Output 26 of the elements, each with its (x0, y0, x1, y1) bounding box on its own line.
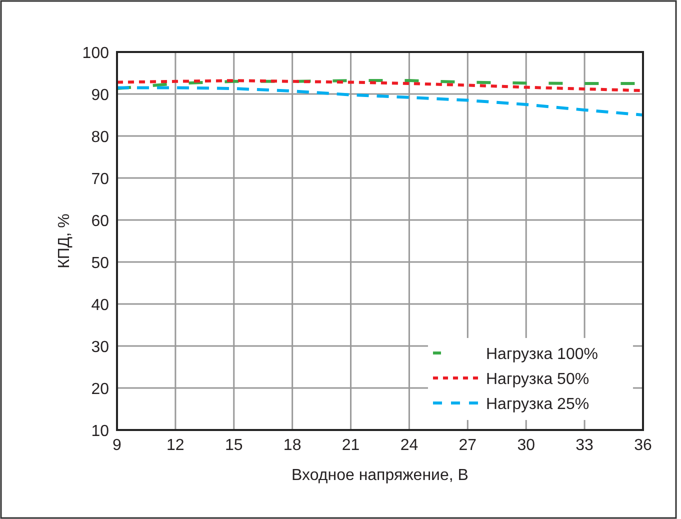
y-axis-title: КПД, % (56, 214, 73, 268)
y-tick-label: 90 (91, 87, 110, 104)
legend-label: Нагрузка 25% (486, 396, 590, 413)
y-tick-label: 20 (91, 381, 110, 398)
y-tick-label: 10 (91, 423, 110, 440)
x-tick-label: 15 (224, 437, 243, 454)
x-tick-label: 18 (283, 437, 302, 454)
x-tick-label: 27 (458, 437, 477, 454)
y-tick-label: 50 (91, 255, 110, 272)
line-series (116, 86, 644, 116)
x-tick-label: 12 (166, 437, 184, 454)
x-tick-label: 24 (400, 437, 418, 454)
x-tick-label: 21 (342, 437, 360, 454)
y-tick-label: 40 (91, 297, 110, 314)
y-tick-label: 80 (91, 129, 110, 146)
x-axis-title: Входное напряжение, В (292, 467, 468, 484)
x-tick-label: 36 (634, 437, 652, 454)
y-tick-label: 100 (82, 45, 110, 62)
y-tick-label: 70 (91, 171, 110, 188)
x-tick-label: 30 (517, 437, 536, 454)
y-tick-label: 30 (91, 339, 110, 356)
x-tick-label: 33 (576, 437, 594, 454)
y-tick-label: 60 (91, 213, 110, 230)
x-tick-label: 9 (112, 437, 122, 454)
legend-label: Нагрузка 50% (486, 371, 590, 388)
legend-label: Нагрузка 100% (486, 346, 598, 363)
